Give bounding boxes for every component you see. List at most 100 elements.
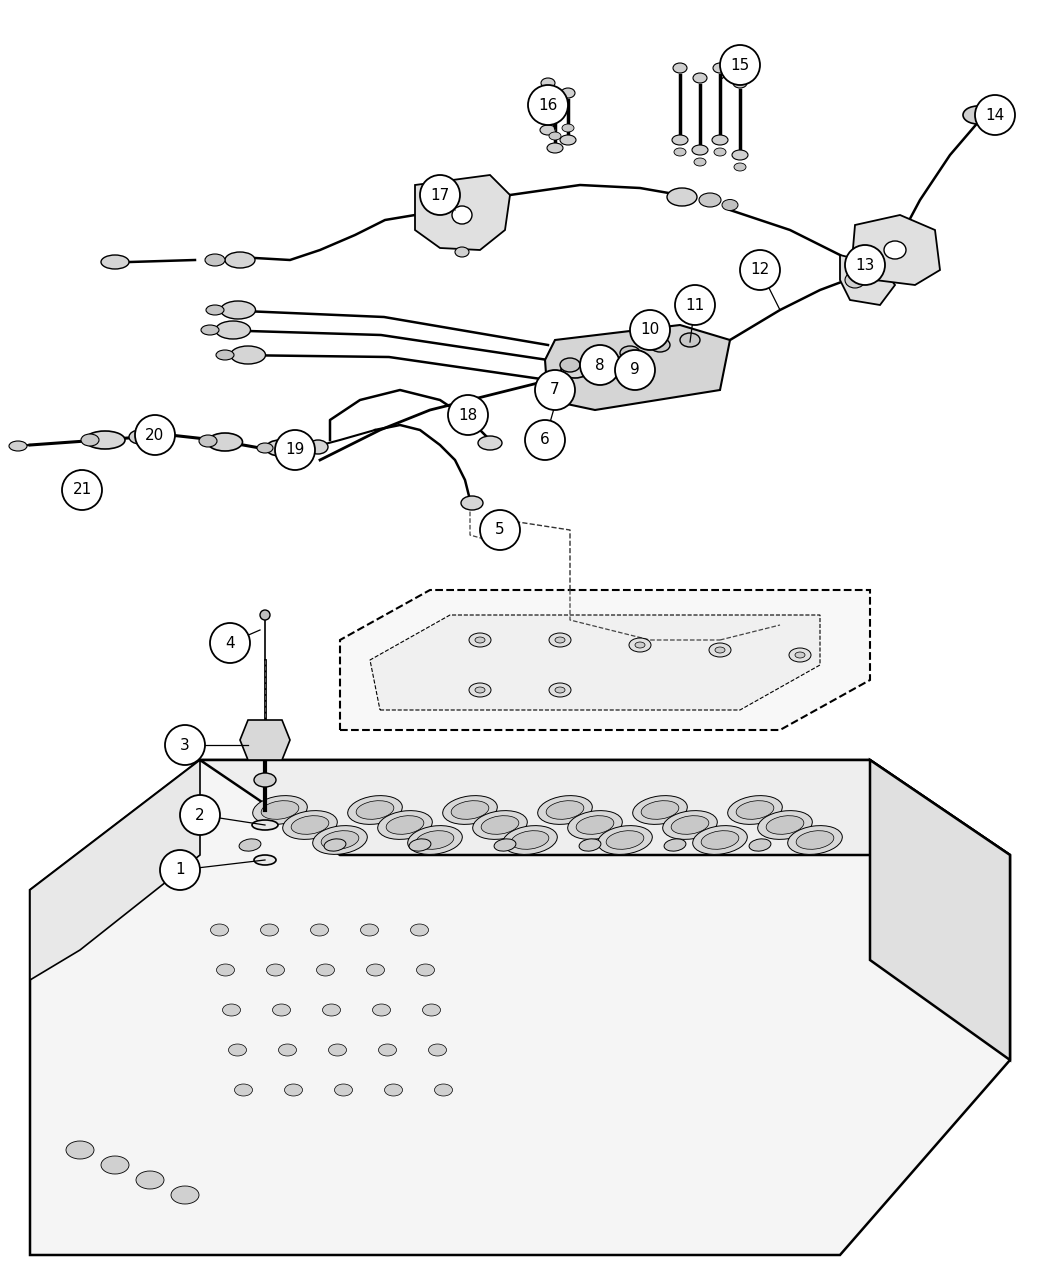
Ellipse shape [261,801,299,820]
Ellipse shape [360,924,378,936]
Ellipse shape [561,88,575,98]
Ellipse shape [542,113,554,122]
Polygon shape [852,215,940,286]
Ellipse shape [254,856,276,864]
Ellipse shape [81,434,99,446]
Text: 14: 14 [985,107,1005,122]
Ellipse shape [356,801,394,820]
Ellipse shape [540,125,557,135]
Circle shape [180,796,220,835]
Circle shape [480,510,520,550]
Ellipse shape [422,1003,441,1016]
Ellipse shape [671,816,709,834]
Text: 6: 6 [540,432,550,448]
Ellipse shape [200,435,217,448]
Ellipse shape [728,796,782,825]
Ellipse shape [788,826,842,854]
Ellipse shape [348,796,402,825]
Ellipse shape [428,1044,446,1056]
Ellipse shape [469,632,491,646]
Ellipse shape [461,496,483,510]
Text: 5: 5 [496,523,505,538]
Ellipse shape [694,158,706,166]
Ellipse shape [216,351,234,360]
Polygon shape [30,760,1010,1255]
Ellipse shape [693,73,707,83]
Text: 2: 2 [195,807,205,822]
Ellipse shape [667,187,697,207]
Ellipse shape [285,1084,302,1096]
Circle shape [165,725,205,765]
Ellipse shape [766,816,804,834]
Ellipse shape [713,62,727,73]
Ellipse shape [452,801,489,820]
Ellipse shape [475,687,485,694]
Ellipse shape [650,338,670,352]
Ellipse shape [335,1084,353,1096]
Ellipse shape [568,811,623,839]
Ellipse shape [590,351,610,365]
Text: 15: 15 [731,57,750,73]
Ellipse shape [416,831,454,849]
Ellipse shape [136,1170,164,1190]
Ellipse shape [555,638,565,643]
Polygon shape [30,760,200,980]
Ellipse shape [789,648,811,662]
Text: 18: 18 [459,408,478,422]
Ellipse shape [206,305,224,315]
Ellipse shape [503,826,558,854]
Ellipse shape [469,683,491,697]
Ellipse shape [229,1044,247,1056]
Ellipse shape [311,924,329,936]
Text: 8: 8 [595,357,605,372]
Ellipse shape [472,811,527,839]
Ellipse shape [580,839,601,852]
Ellipse shape [223,1003,240,1016]
Circle shape [210,623,250,663]
Ellipse shape [417,964,435,975]
Ellipse shape [254,773,276,787]
Ellipse shape [443,796,498,825]
Ellipse shape [260,609,270,620]
Ellipse shape [620,346,640,360]
Ellipse shape [215,321,251,339]
Ellipse shape [547,143,563,153]
Ellipse shape [642,801,679,820]
Text: 3: 3 [181,737,190,752]
Polygon shape [870,760,1010,1060]
Ellipse shape [884,241,906,259]
Ellipse shape [208,434,243,451]
Ellipse shape [475,638,485,643]
Circle shape [720,45,760,85]
Ellipse shape [693,826,748,854]
Ellipse shape [171,1186,200,1204]
Text: 9: 9 [630,362,639,377]
Ellipse shape [329,1044,346,1056]
Ellipse shape [9,441,27,451]
Ellipse shape [291,816,329,834]
Ellipse shape [452,207,472,224]
Ellipse shape [845,272,865,288]
Ellipse shape [266,440,294,456]
Ellipse shape [205,254,225,266]
Ellipse shape [267,964,285,975]
Ellipse shape [225,252,255,268]
Ellipse shape [561,362,589,377]
Ellipse shape [260,924,278,936]
Ellipse shape [674,148,686,156]
Ellipse shape [316,964,335,975]
Circle shape [675,286,715,325]
Ellipse shape [410,839,430,852]
Circle shape [536,370,575,411]
Ellipse shape [101,255,129,269]
Ellipse shape [712,135,728,145]
Ellipse shape [734,163,745,171]
Ellipse shape [597,826,652,854]
Text: 7: 7 [550,382,560,398]
Ellipse shape [308,440,328,454]
Text: 12: 12 [751,263,770,278]
Circle shape [525,419,565,460]
Ellipse shape [629,638,651,652]
Circle shape [62,470,102,510]
Ellipse shape [560,358,580,372]
